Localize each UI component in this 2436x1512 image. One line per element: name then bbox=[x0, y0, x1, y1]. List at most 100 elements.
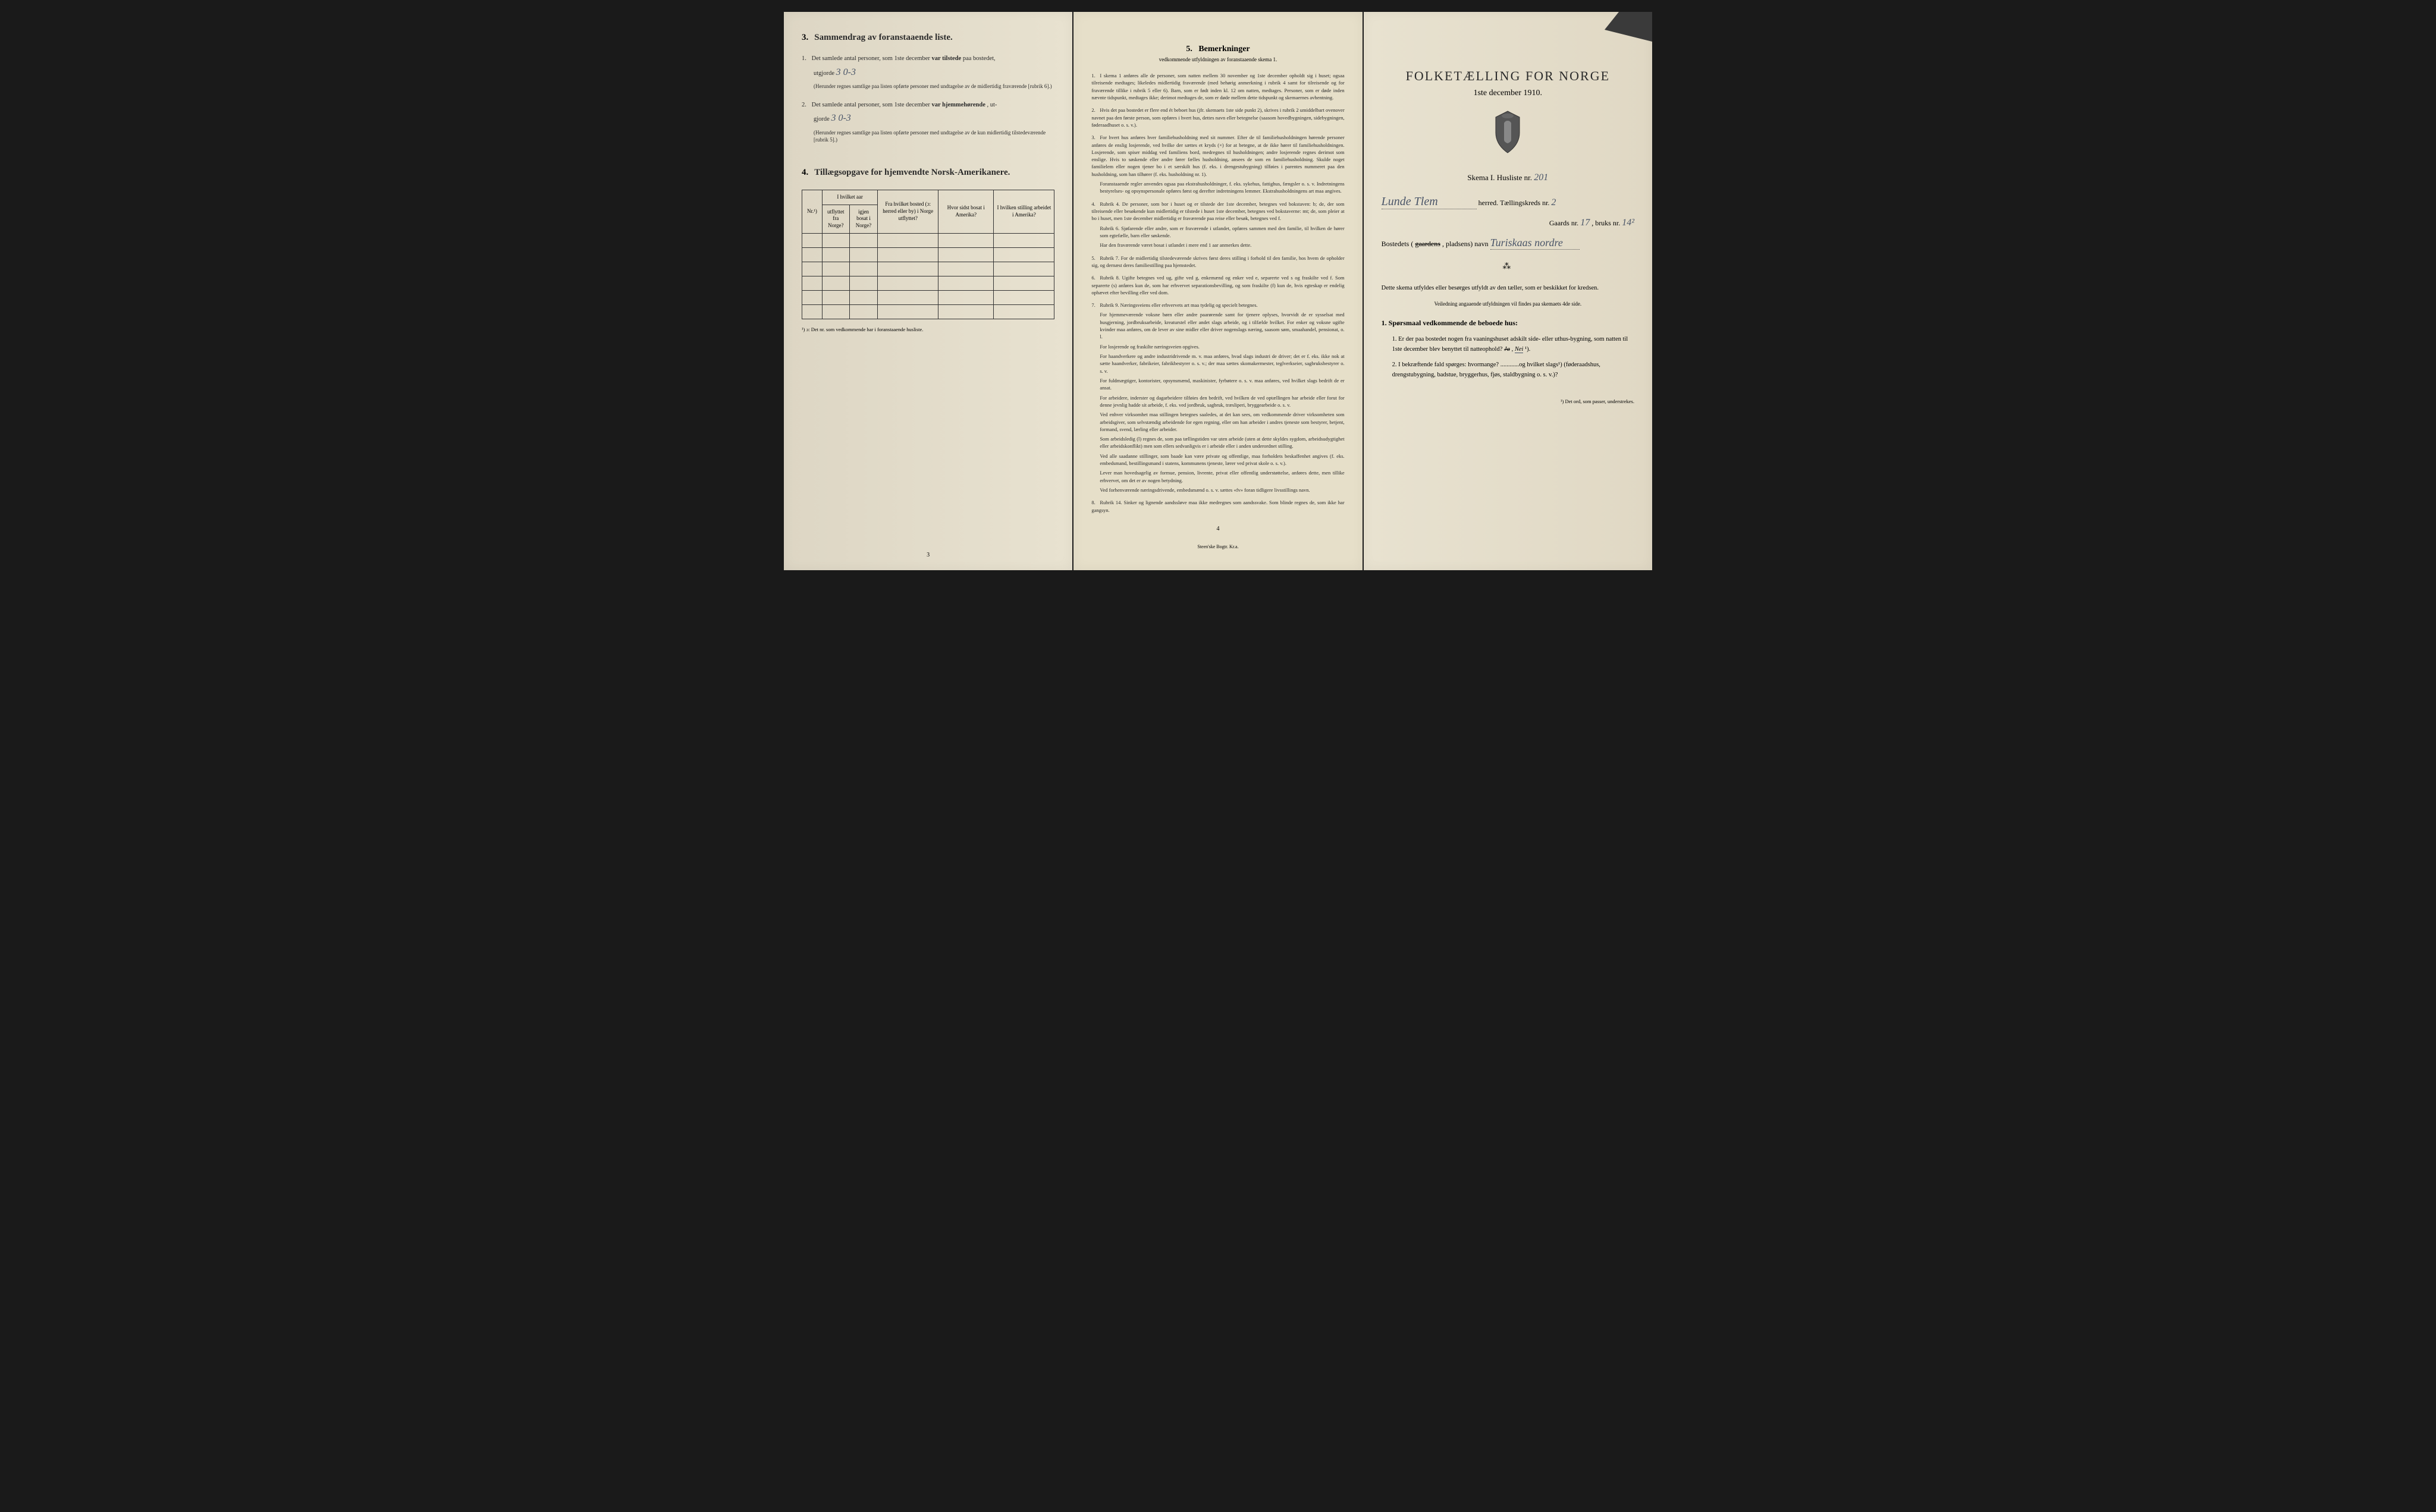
printer-note: Steen'ske Bogtr. Kr.a. bbox=[1091, 544, 1344, 549]
remark-para: Ved enhver virksomhet maa stillingen bet… bbox=[1100, 411, 1344, 433]
remark-num: 8. bbox=[1091, 499, 1100, 506]
table-cell bbox=[822, 276, 849, 290]
section-3-number: 3. bbox=[802, 33, 808, 43]
q-text: Er der paa bostedet nogen fra vaaningshu… bbox=[1392, 336, 1628, 353]
remark-para: For haandverkere og andre industridriven… bbox=[1100, 353, 1344, 375]
main-date: 1ste december 1910. bbox=[1382, 89, 1634, 98]
remark-text: Rubrik 14. Sinker og lignende aandssløve… bbox=[1091, 499, 1344, 513]
page-right: FOLKETÆLLING FOR NORGE 1ste december 191… bbox=[1364, 12, 1652, 570]
remark-para: Har den fraværende været bosat i utlande… bbox=[1100, 241, 1344, 249]
table-cell bbox=[994, 247, 1054, 262]
th-stilling: I hvilken stilling arbeidet i Amerika? bbox=[994, 190, 1054, 233]
remark-text: Hvis det paa bostedet er flere end ét be… bbox=[1091, 107, 1344, 128]
section-3-header: 3. Sammendrag av foranstaaende liste. bbox=[802, 33, 1054, 43]
kreds-value: 2 bbox=[1551, 197, 1556, 208]
item-line2: utgjorde bbox=[814, 70, 836, 77]
q-text: I bekræftende fald spørges: hvormange? .… bbox=[1392, 362, 1600, 378]
table-cell bbox=[878, 276, 938, 290]
bruks-value: 14² bbox=[1622, 218, 1634, 228]
bosted-struck: gaardens bbox=[1415, 240, 1440, 248]
table-cell bbox=[938, 233, 994, 247]
table-row bbox=[802, 290, 1054, 304]
handwritten-value-1: 3 0-3 bbox=[836, 67, 856, 77]
remark-text: Rubrik 9. Næringsveiens eller erhvervets… bbox=[1100, 302, 1257, 308]
th-aar: I hvilket aar bbox=[822, 190, 877, 205]
instruction-text: Dette skema utfyldes eller besørges utfy… bbox=[1382, 284, 1634, 294]
question-1: 1. Er der paa bostedet nogen fra vaaning… bbox=[1392, 335, 1634, 355]
remark-item: 8.Rubrik 14. Sinker og lignende aandsslø… bbox=[1091, 499, 1344, 514]
th-igjen: igjen bosat i Norge? bbox=[849, 205, 878, 233]
section-3-title: Sammendrag av foranstaaende liste. bbox=[814, 33, 953, 43]
q-num: 1. bbox=[1392, 336, 1397, 342]
remark-num: 1. bbox=[1091, 72, 1100, 79]
table-cell bbox=[938, 304, 994, 319]
remark-num: 3. bbox=[1091, 134, 1100, 141]
remark-num: 2. bbox=[1091, 106, 1100, 114]
remark-para: For hjemmeværende voksne børn eller andr… bbox=[1100, 311, 1344, 340]
emigrant-table: Nr.¹) I hvilket aar Fra hvilket bosted (… bbox=[802, 190, 1054, 319]
th-utflyttet: utflyttet fra Norge? bbox=[822, 205, 849, 233]
table-cell bbox=[802, 276, 823, 290]
remark-text: For hvert hus anføres hver familiehushol… bbox=[1091, 134, 1344, 177]
page-number-left: 3 bbox=[784, 552, 1072, 558]
table-cell bbox=[822, 233, 849, 247]
gaards-line: Gaards nr. 17 , bruks nr. 14² bbox=[1382, 218, 1634, 228]
table-cell bbox=[849, 304, 878, 319]
remark-para: For fuldmægtiger, kontorister, opsynsmæn… bbox=[1100, 377, 1344, 392]
table-cell bbox=[802, 262, 823, 276]
q-option-struck: Ja bbox=[1504, 346, 1510, 353]
handwritten-value-2: 3 0-3 bbox=[831, 113, 850, 123]
remark-para: Som arbeidsledig (l) regnes de, som paa … bbox=[1100, 435, 1344, 450]
item-num: 2. bbox=[802, 100, 810, 111]
th-hvor-sidst: Hvor sidst bosat i Amerika? bbox=[938, 190, 994, 233]
herred-suffix: herred. Tællingskreds nr. bbox=[1478, 199, 1550, 207]
remark-item: 5.Rubrik 7. For de midlertidig tilstedev… bbox=[1091, 254, 1344, 269]
item-text: paa bostedet, bbox=[963, 55, 996, 62]
th-fra-bosted: Fra hvilket bosted (ɔ: herred eller by) … bbox=[878, 190, 938, 233]
table-cell bbox=[849, 290, 878, 304]
table-row bbox=[802, 247, 1054, 262]
bruks-prefix: , bruks nr. bbox=[1591, 219, 1620, 227]
main-title: FOLKETÆLLING FOR NORGE bbox=[1382, 68, 1634, 84]
remark-text: Rubrik 8. Ugifte betegnes ved ug, gifte … bbox=[1091, 275, 1344, 296]
remark-para: Foranstaaende regler anvendes ogsaa paa … bbox=[1100, 180, 1344, 195]
item-text: Det samlede antal personer, som 1ste dec… bbox=[812, 102, 932, 108]
page-number-center: 4 bbox=[1091, 526, 1344, 532]
ornament-divider: ⁂ bbox=[1382, 262, 1634, 272]
remark-num: 6. bbox=[1091, 274, 1100, 281]
table-cell bbox=[822, 247, 849, 262]
center-subtitle: vedkommende utfyldningen av foranstaaend… bbox=[1091, 56, 1344, 62]
item-bold: var hjemmehørende bbox=[932, 102, 985, 108]
table-cell bbox=[802, 233, 823, 247]
remark-para: Rubrik 6. Sjøfarende eller andre, som er… bbox=[1100, 225, 1344, 240]
table-cell bbox=[822, 304, 849, 319]
table-row bbox=[802, 304, 1054, 319]
item-text: Det samlede antal personer, som 1ste dec… bbox=[812, 55, 932, 62]
th-nr: Nr.¹) bbox=[802, 190, 823, 233]
gaards-value: 17 bbox=[1580, 218, 1590, 228]
table-cell bbox=[878, 247, 938, 262]
table-cell bbox=[802, 290, 823, 304]
remark-item: 3.For hvert hus anføres hver familiehush… bbox=[1091, 134, 1344, 195]
table-row bbox=[802, 276, 1054, 290]
remark-num: 7. bbox=[1091, 301, 1100, 309]
remark-para: For losjerende og fraskilte næringsveien… bbox=[1100, 343, 1344, 350]
table-cell bbox=[878, 233, 938, 247]
table-cell bbox=[878, 262, 938, 276]
section-4-header: 4. Tillægsopgave for hjemvendte Norsk-Am… bbox=[802, 168, 1054, 178]
norwegian-crest-icon bbox=[1490, 110, 1525, 155]
table-cell bbox=[822, 290, 849, 304]
questions-title: 1. Spørsmaal vedkommende de beboede hus: bbox=[1382, 319, 1634, 328]
center-title: Bemerkninger bbox=[1198, 45, 1250, 54]
item-bold: var tilstede bbox=[932, 55, 962, 62]
table-cell bbox=[994, 290, 1054, 304]
table-cell bbox=[849, 262, 878, 276]
section-4-number: 4. bbox=[802, 168, 808, 178]
table-cell bbox=[878, 290, 938, 304]
remarks-list: 1.I skema 1 anføres alle de personer, so… bbox=[1091, 72, 1344, 514]
item-text: , ut- bbox=[987, 102, 997, 108]
q-option-chosen: Nei bbox=[1515, 346, 1524, 353]
item-num: 1. bbox=[802, 54, 810, 64]
question-list: 1. Er der paa bostedet nogen fra vaaning… bbox=[1392, 335, 1634, 381]
bosted-prefix: Bostedets ( bbox=[1382, 240, 1414, 248]
